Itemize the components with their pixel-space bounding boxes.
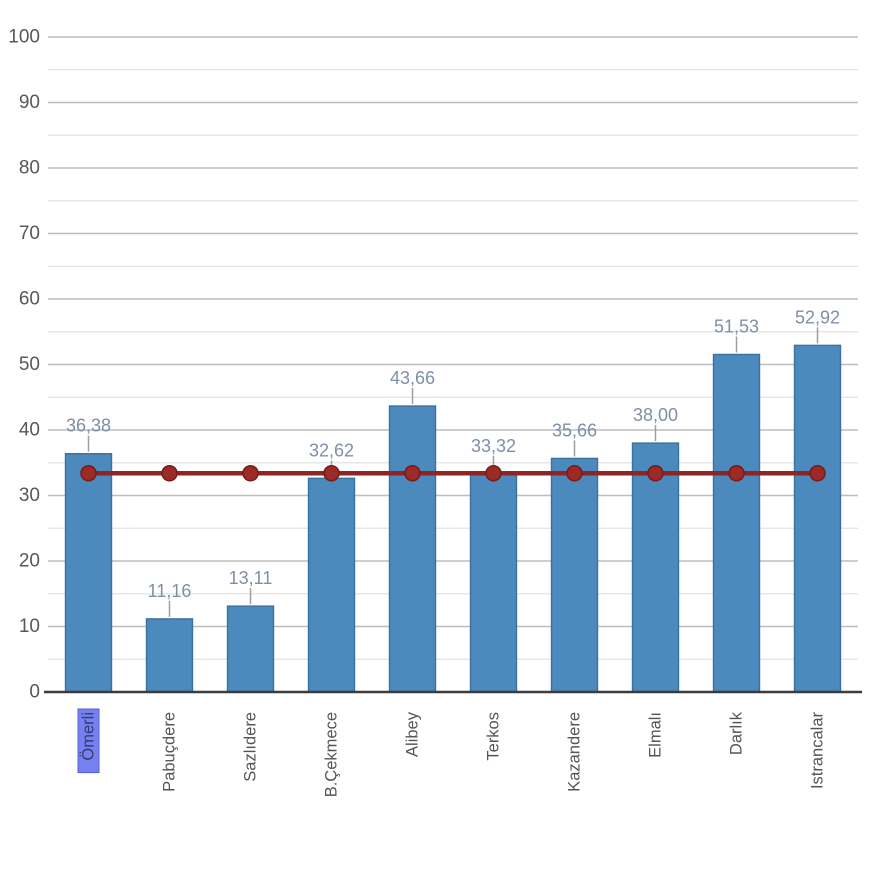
x-axis-label-group-darlik: Darlık (728, 711, 746, 755)
reference-point-sazlidere[interactable] (242, 464, 259, 482)
y-axis-label-20: 20 (19, 551, 40, 572)
bar-terkos[interactable] (469, 473, 518, 693)
bar-elmali[interactable] (631, 442, 680, 693)
y-axis-label-80: 80 (19, 158, 40, 179)
reference-point-istrancalar[interactable] (809, 464, 826, 482)
bar-sazlidere[interactable] (226, 605, 275, 693)
value-label-terkos: 33,32 (471, 436, 516, 456)
y-axis-tick-labels: 0 10 20 30 40 50 60 70 80 90 100 (8, 27, 40, 703)
reference-line-series (80, 464, 826, 482)
reference-point-omerli[interactable] (80, 464, 97, 482)
reference-point-kazandere[interactable] (566, 464, 583, 482)
y-axis-label-30: 30 (19, 485, 40, 506)
x-axis-label-pabucdere[interactable]: Pabuçdere (161, 712, 179, 792)
y-axis-label-50: 50 (19, 354, 40, 375)
x-axis-label-group-omerli: Ömerli (77, 708, 100, 774)
reference-point-alibey[interactable] (404, 464, 421, 482)
value-label-b-cekmece: 32,62 (309, 440, 354, 460)
x-axis-label-group-sazlidere: Sazlıdere (242, 712, 260, 782)
x-axis-label-alibey[interactable]: Alibey (404, 711, 422, 757)
bar-pabucdere[interactable] (145, 618, 194, 693)
value-labels: 36,38 11,16 13,11 32,62 43,66 33,32 35,66 38,00… (66, 307, 840, 617)
y-axis-label-0: 0 (29, 682, 40, 703)
bar-alibey[interactable] (388, 405, 437, 693)
x-axis-label-group-alibey: Alibey (404, 711, 422, 757)
value-label-darlik: 51,53 (714, 316, 759, 336)
value-label-kazandere: 35,66 (552, 420, 597, 440)
value-label-sazlidere: 13,11 (229, 568, 273, 588)
reference-point-elmali[interactable] (647, 464, 664, 482)
y-axis-label-70: 70 (19, 223, 40, 244)
x-axis-label-group-kazandere: Kazandere (566, 712, 584, 792)
x-axis-label-group-pabucdere: Pabuçdere (161, 712, 179, 792)
y-axis-label-100: 100 (8, 27, 40, 48)
x-axis-label-omerli[interactable]: Ömerli (80, 712, 98, 761)
bar-omerli[interactable] (64, 453, 113, 693)
y-axis-label-10: 10 (19, 616, 40, 637)
x-axis-category-labels: Ömerli Pabuçdere Sazlıdere B.Çekmece Alibey T… (77, 708, 827, 797)
y-axis-label-40: 40 (19, 420, 40, 441)
x-axis-label-group-b-cekmece: B.Çekmece (323, 712, 341, 797)
x-axis-label-darlik[interactable]: Darlık (728, 711, 746, 755)
bar-istrancalar[interactable] (793, 344, 842, 693)
value-label-alibey: 43,66 (390, 368, 435, 388)
value-label-istrancalar: 52,92 (795, 307, 840, 327)
x-axis-label-group-terkos: Terkos (485, 712, 503, 761)
reference-point-terkos[interactable] (485, 464, 502, 482)
value-label-pabucdere: 11,16 (148, 581, 192, 601)
x-axis-label-group-istrancalar: Istrancalar (809, 711, 827, 789)
x-axis-label-group-elmali: Elmalı (647, 712, 665, 758)
x-axis-label-b-cekmece[interactable]: B.Çekmece (323, 712, 341, 797)
value-label-omerli: 36,38 (66, 416, 111, 436)
x-axis-label-istrancalar[interactable]: Istrancalar (809, 711, 827, 789)
reference-point-darlik[interactable] (728, 464, 745, 482)
x-axis-label-sazlidere[interactable]: Sazlıdere (242, 712, 260, 782)
bar-kazandere[interactable] (550, 457, 599, 693)
gridlines-minor (48, 69, 858, 660)
bars (64, 344, 842, 693)
bar-darlik[interactable] (712, 353, 761, 693)
x-axis-label-kazandere[interactable]: Kazandere (566, 712, 584, 792)
y-axis-label-90: 90 (19, 92, 40, 113)
bar-b-cekmece[interactable] (307, 477, 356, 693)
x-axis-label-elmali[interactable]: Elmalı (647, 712, 665, 758)
reference-point-pabucdere[interactable] (161, 464, 178, 482)
x-axis-label-terkos[interactable]: Terkos (485, 712, 503, 761)
value-label-elmali: 38,00 (633, 405, 678, 425)
y-axis-label-60: 60 (19, 289, 40, 310)
reference-point-b-cekmece[interactable] (323, 464, 340, 482)
selection-highlight (77, 708, 100, 774)
